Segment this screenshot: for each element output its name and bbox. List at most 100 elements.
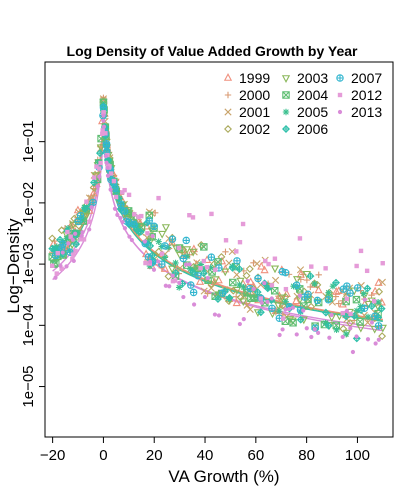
point-2012 [176,245,182,251]
point-2000 [307,283,314,291]
point-2007 [313,296,322,305]
point-2003 [232,286,242,295]
point-2005 [112,183,120,190]
point-2001 [364,318,372,327]
point-2001 [233,271,241,279]
point-2012 [73,248,78,254]
point-2013 [269,296,274,301]
y-axis: 1e−05 1e−04 1e−03 1e−02 1e−01 [20,121,45,408]
point-2012 [159,251,165,256]
point-2012 [201,258,207,264]
point-2006 [95,149,104,158]
legend-marker-2007 [336,74,344,82]
point-2012 [198,266,203,271]
point-2013 [315,330,321,335]
point-2007 [371,312,379,320]
point-2013 [129,237,134,243]
point-2004 [200,243,208,251]
point-2003 [211,276,220,285]
point-2006 [321,308,330,317]
point-2005 [155,238,162,245]
legend-label-1999: 1999 [239,70,270,86]
point-2012 [187,213,192,218]
x-axis-label: VA Growth (%) [168,467,279,486]
point-2013 [202,294,208,300]
point-2006 [253,288,262,297]
point-2012 [126,192,132,198]
point-2013 [58,263,63,268]
point-2013 [181,294,186,300]
legend-label-2012: 2012 [351,87,382,103]
point-2007 [89,198,97,206]
point-2006 [256,308,265,317]
point-2003 [239,298,248,307]
point-2007 [353,284,362,292]
point-2006 [171,268,180,277]
series-2012 [50,110,385,321]
point-2000 [222,248,229,256]
point-2004 [356,317,364,326]
point-2007 [182,236,190,245]
point-2001 [271,276,280,284]
point-2012 [145,231,150,236]
point-2007 [59,240,67,248]
point-2005 [79,216,86,224]
point-2005 [172,259,179,267]
point-2005 [236,281,243,289]
point-2001 [243,301,251,309]
point-2013 [290,305,296,310]
point-2012 [81,237,87,242]
y-tick-label: 1e−01 [20,121,37,163]
point-2013 [150,234,155,239]
x-tick-label: 100 [345,447,370,464]
point-2013 [237,321,242,327]
point-2007 [304,290,312,298]
point-2012 [205,264,210,270]
point-2012 [98,160,103,166]
legend-label-2003: 2003 [297,70,328,86]
legend-label-2002: 2002 [239,121,270,137]
point-2006 [213,295,222,304]
point-2012 [68,234,73,239]
point-2003 [278,294,287,303]
point-2013 [97,174,102,179]
point-2005 [360,290,367,297]
point-2012 [309,264,314,269]
point-2012 [84,199,89,204]
point-2013 [212,312,218,317]
point-2013 [187,262,192,267]
point-2007 [346,289,354,297]
point-2003 [253,309,263,318]
point-2003 [168,265,177,274]
point-2013 [105,165,110,170]
point-2013 [101,118,106,123]
point-2012 [101,110,106,115]
point-2012 [234,249,239,254]
x-tick-label: −20 [40,447,65,464]
point-2005 [200,265,208,272]
point-2013 [216,313,221,318]
point-2013 [251,286,256,292]
legend-marker-2012 [337,92,343,98]
point-2002 [346,318,355,327]
point-2013 [327,335,332,340]
point-2012 [91,175,97,180]
point-2013 [108,187,113,192]
point-2012 [50,263,55,268]
point-2013 [354,334,359,339]
point-2005 [161,254,169,261]
point-2012 [173,278,178,283]
point-2006 [188,268,197,277]
point-2007 [168,235,177,243]
point-2007 [144,253,153,261]
legend-label-2005: 2005 [297,104,328,120]
point-2007 [130,220,138,228]
legend-label-2001: 2001 [239,104,270,120]
point-2006 [136,227,145,236]
point-2003 [335,312,344,321]
point-2002 [57,226,66,235]
point-2007 [189,288,198,297]
point-1999 [275,291,284,300]
point-2013 [369,320,375,325]
